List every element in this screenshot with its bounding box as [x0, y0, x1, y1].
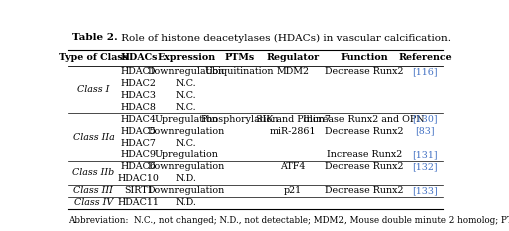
Text: PTMs: PTMs: [224, 53, 254, 62]
Text: Class IIb: Class IIb: [72, 168, 115, 177]
Text: Upregulation: Upregulation: [154, 150, 218, 159]
Text: N.C.: N.C.: [176, 91, 196, 100]
Text: HDAC11: HDAC11: [118, 198, 159, 207]
Text: Regulator: Regulator: [266, 53, 319, 62]
Text: Expression: Expression: [157, 53, 215, 62]
Text: [131]: [131]: [412, 150, 437, 159]
Text: HDAC9: HDAC9: [121, 150, 157, 159]
Text: miR-2861: miR-2861: [269, 127, 316, 136]
Text: Downregulation: Downregulation: [148, 186, 224, 195]
Text: HDAC6: HDAC6: [121, 162, 157, 171]
Text: HDACs: HDACs: [120, 53, 157, 62]
Text: [132]: [132]: [412, 162, 437, 171]
Text: p21: p21: [284, 186, 301, 195]
Text: Reference: Reference: [398, 53, 451, 62]
Text: Class III: Class III: [73, 186, 113, 195]
Text: Type of Class: Type of Class: [59, 53, 128, 62]
Text: Function: Function: [340, 53, 387, 62]
Text: [116]: [116]: [412, 67, 437, 76]
Text: HDAC2: HDAC2: [121, 79, 156, 88]
Text: Role of histone deacetylases (HDACs) in vascular calcification.: Role of histone deacetylases (HDACs) in …: [118, 33, 450, 43]
Text: Abbreviation:  N.C., not changed; N.D., not detectable; MDM2, Mouse double minut: Abbreviation: N.C., not changed; N.D., n…: [68, 216, 509, 225]
Text: Class IIa: Class IIa: [72, 133, 114, 142]
Text: [130]: [130]: [412, 115, 437, 124]
Text: HDAC7: HDAC7: [121, 139, 156, 148]
Text: Upregulation: Upregulation: [154, 115, 218, 124]
Text: HDAC10: HDAC10: [118, 174, 159, 183]
Text: Downregulation: Downregulation: [148, 162, 224, 171]
Text: SIRT1: SIRT1: [124, 186, 153, 195]
Text: Class I: Class I: [77, 85, 109, 94]
Text: Downregulation: Downregulation: [148, 127, 224, 136]
Text: HDAC5: HDAC5: [121, 127, 157, 136]
Text: Downregulation: Downregulation: [148, 67, 224, 76]
Text: HDAC8: HDAC8: [121, 103, 156, 112]
Text: [83]: [83]: [415, 127, 434, 136]
Text: Increase Runx2: Increase Runx2: [326, 150, 401, 159]
Text: [133]: [133]: [412, 186, 437, 195]
Text: Decrease Runx2: Decrease Runx2: [324, 67, 403, 76]
Text: Phosphorylation: Phosphorylation: [200, 115, 278, 124]
Text: Decrease Runx2: Decrease Runx2: [324, 186, 403, 195]
Text: N.D.: N.D.: [176, 198, 196, 207]
Text: ATF4: ATF4: [280, 162, 305, 171]
Text: Increase Runx2 and OPN: Increase Runx2 and OPN: [303, 115, 424, 124]
Text: HDAC1: HDAC1: [121, 67, 156, 76]
Text: N.C.: N.C.: [176, 103, 196, 112]
Text: Table 2.: Table 2.: [72, 33, 118, 43]
Text: SIK and Pdlim7: SIK and Pdlim7: [255, 115, 330, 124]
Text: HDAC4: HDAC4: [121, 115, 156, 124]
Text: Decrease Runx2: Decrease Runx2: [324, 162, 403, 171]
Text: HDAC3: HDAC3: [121, 91, 157, 100]
Text: N.C.: N.C.: [176, 139, 196, 148]
Text: Class IV: Class IV: [74, 198, 113, 207]
Text: N.D.: N.D.: [176, 174, 196, 183]
Text: MDM2: MDM2: [276, 67, 309, 76]
Text: Decrease Runx2: Decrease Runx2: [324, 127, 403, 136]
Text: N.C.: N.C.: [176, 79, 196, 88]
Text: Ubiquitination: Ubiquitination: [205, 67, 274, 76]
